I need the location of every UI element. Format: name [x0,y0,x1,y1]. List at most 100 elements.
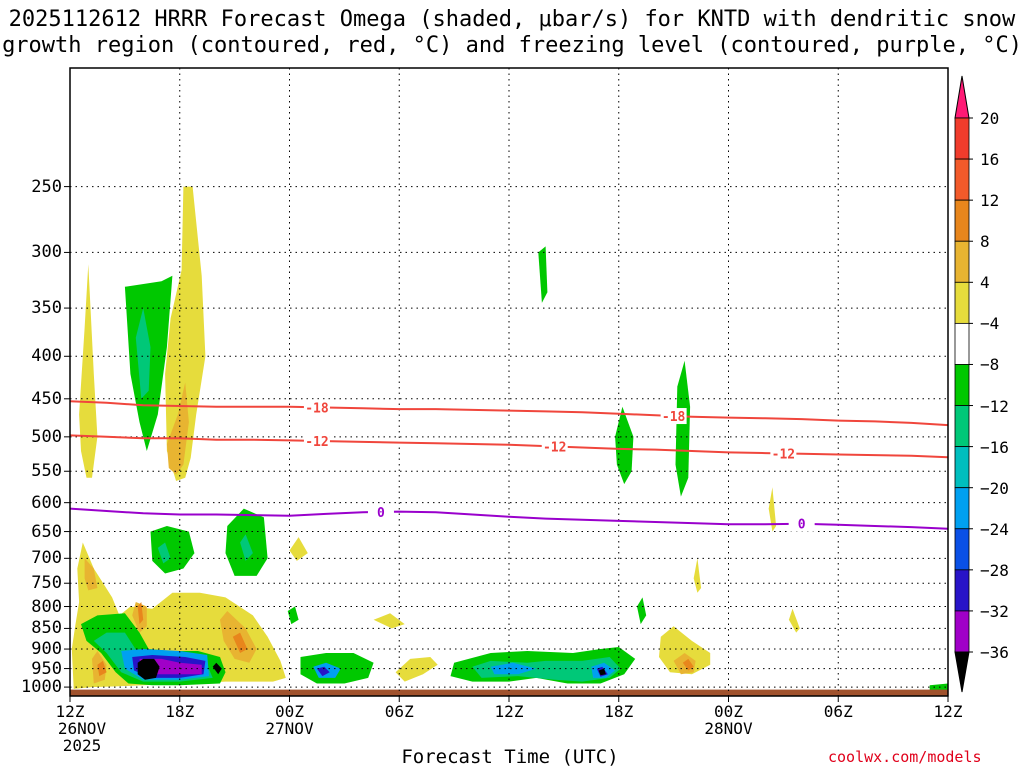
omega-region--8-3 [240,534,253,561]
omega-region-12-1 [137,602,144,625]
contour-label-0: 0 [377,506,385,521]
contour-label--12: -12 [305,435,328,450]
chart-title-line-1: 2025112612 HRRR Forecast Omega (shaded, … [8,7,1016,32]
y-tick-label-700: 700 [31,548,62,569]
contour-label-bg [660,408,687,425]
colorbar-segment--8 [954,364,970,406]
colorbar-segment--16 [954,446,970,489]
contour-line--18 [69,400,949,427]
omega-region--4-9 [287,606,299,625]
colorbar-label-8: 8 [980,232,990,252]
omega-region-4-5 [395,657,438,682]
x-tick-label-6-0: 18Z [165,702,195,721]
chart-title-line-2: growth region (contoured, red, °C) and f… [2,33,1022,58]
colorbar-segment--32 [954,610,970,653]
omega-region-4-7 [693,558,702,593]
colorbar-label--16: −16 [980,437,1009,457]
y-tick-label-650: 650 [31,521,62,542]
colorbar-segment--20 [954,487,970,530]
colorbar-label--28: −28 [980,560,1009,580]
contour-label--18: -18 [305,401,329,416]
omega-region-12-3 [682,658,694,671]
y-tick-label-550: 550 [31,461,62,482]
x-tick-label-12-1: 27NOV [265,719,314,738]
omega-region-12-2 [232,632,248,653]
colorbar-label--32: −32 [980,601,1009,621]
omega-region-4-6 [659,626,711,675]
contour-label-bg [541,438,568,455]
x-tick-label-12-0: 00Z [275,702,304,721]
contour-label-bg [788,515,815,532]
x-tick-label-36-1: 28NOV [704,719,753,738]
colorbar-segment-16 [954,158,970,201]
x-tick-label-0-0: 12Z [55,702,85,721]
colorbar-segment-8 [954,240,970,283]
y-tick-label-350: 350 [31,298,62,319]
x-tick-label-48-0: 12Z [933,702,963,721]
surface-terrain [70,689,948,696]
x-tick-label-24-0: 12Z [494,702,524,721]
omega-region--4-6 [538,246,548,303]
omega-region--24-1 [316,666,330,677]
x-tick-label-42-0: 06Z [823,702,853,721]
y-tick-label-850: 850 [31,618,62,639]
x-tick-label-0-1: 26NOV [57,719,107,738]
y-tick-label-400: 400 [31,346,62,367]
contour-label-bg [367,503,394,520]
omega-region-4-0 [79,264,98,478]
y-tick-label-600: 600 [31,492,62,513]
contour-label-bg [303,399,330,416]
y-tick-label-300: 300 [31,242,62,263]
omega-region--12-2 [490,662,537,675]
omega-region--4-2 [150,526,195,574]
y-tick-label-1000: 1000 [21,677,62,698]
contour-label-bg [303,432,330,449]
y-tick-label-800: 800 [31,596,62,617]
x-tick-label-0-2: 2025 [62,736,102,755]
x-axis-label: Forecast Time (UTC) [401,746,619,768]
y-tick-label-950: 950 [31,658,62,679]
omega-region--4-8 [675,360,691,497]
omega-region--36-0 [137,658,160,680]
colorbar-label-12: 12 [980,191,1000,211]
colorbar-label--12: −12 [980,396,1009,416]
y-tick-label-450: 450 [31,388,62,409]
colorbar-segment--4 [954,322,970,365]
omega-region--36-1 [212,662,222,675]
contour-line--12 [69,434,949,459]
omega-region-4-1 [165,186,206,481]
y-tick-label-500: 500 [31,426,62,447]
omega-region--4-11 [929,683,948,692]
omega-region-8-0 [84,558,98,591]
y-tick-label-250: 250 [31,176,62,197]
colorbar-label--8: −8 [980,355,1000,375]
contour-label--12: -12 [543,440,566,455]
colorbar-segment-4 [954,281,970,324]
colorbar-label--20: −20 [980,478,1009,498]
source-credit[interactable]: coolwx.com/models [828,748,982,766]
omega-region--4-10 [637,597,647,625]
colorbar-segment--24 [954,528,970,571]
colorbar-label-4: 4 [980,273,990,293]
y-tick-label-900: 900 [31,639,62,660]
contour-label-bg [770,445,797,462]
omega-region--36-2 [598,668,606,676]
omega-region-4-3 [289,537,308,561]
colorbar-label-16: 16 [980,150,1000,170]
contour-label--12: -12 [772,447,795,462]
colorbar-label--24: −24 [980,519,1009,539]
contour-label-0: 0 [798,518,806,533]
omega-region--8-0 [135,308,151,399]
omega-region--8-4 [157,542,171,564]
x-tick-label-36-0: 00Z [714,702,743,721]
colorbar-segment--12 [954,405,970,448]
colorbar-bottom-arrow [954,651,970,693]
colorbar-segment-20 [954,117,970,160]
omega-region-12-0 [97,660,107,677]
omega-region--4-7 [615,406,634,485]
colorbar-label-20: 20 [980,109,1000,128]
x-tick-label-18-0: 06Z [384,702,414,721]
colorbar-segment-12 [954,199,970,242]
omega-region-4-8 [768,487,777,532]
